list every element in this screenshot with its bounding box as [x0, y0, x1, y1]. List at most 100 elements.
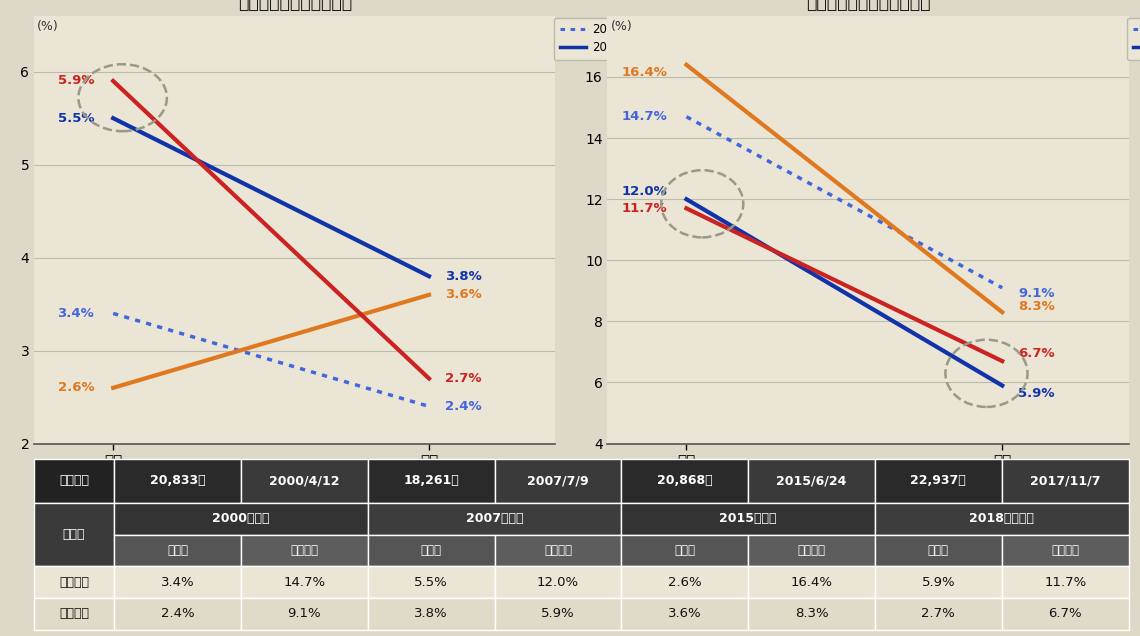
Title: 今期・来期の営業増益予想: 今期・来期の営業増益予想 — [806, 0, 930, 11]
Text: 売上高: 売上高 — [674, 544, 695, 557]
Text: 2007幟夏号: 2007幟夏号 — [466, 513, 523, 525]
Bar — [368, 598, 495, 630]
Bar — [1002, 566, 1129, 598]
Bar — [495, 459, 621, 503]
Bar — [1002, 459, 1129, 503]
Bar — [114, 459, 241, 503]
Bar — [748, 566, 876, 598]
Text: 3.4%: 3.4% — [161, 576, 194, 589]
Text: 14.7%: 14.7% — [621, 110, 667, 123]
Bar — [1002, 598, 1129, 630]
Bar — [114, 566, 241, 598]
Text: 22,937円: 22,937円 — [911, 474, 967, 487]
Bar — [876, 503, 1129, 535]
Text: 6.7%: 6.7% — [1018, 347, 1054, 360]
Text: 3.8%: 3.8% — [414, 607, 448, 620]
Text: 2000幟夏号: 2000幟夏号 — [212, 513, 270, 525]
Text: (%): (%) — [38, 20, 59, 33]
Text: 6.7%: 6.7% — [1049, 607, 1082, 620]
Bar — [748, 598, 876, 630]
Bar — [114, 535, 241, 566]
Text: 20,868円: 20,868円 — [657, 474, 712, 487]
Text: 2.7%: 2.7% — [921, 607, 955, 620]
Bar — [368, 503, 621, 535]
Bar — [368, 566, 495, 598]
Legend: 2000幟夏号, 2007幟夏号, 2015幟秋号, 2018幟新春号: 2000幟夏号, 2007幟夏号, 2015幟秋号, 2018幟新春号 — [554, 18, 748, 60]
Bar — [241, 535, 368, 566]
Bar — [748, 535, 876, 566]
Text: 営業利益: 営業利益 — [544, 544, 572, 557]
Title: 今期・来期の増収率予想: 今期・来期の増収率予想 — [238, 0, 352, 11]
Text: (%): (%) — [611, 20, 633, 33]
Text: 2.6%: 2.6% — [58, 382, 95, 394]
Bar — [876, 535, 1002, 566]
Text: 3.6%: 3.6% — [668, 607, 701, 620]
Text: 営業利益: 営業利益 — [798, 544, 825, 557]
Text: 5.5%: 5.5% — [58, 112, 95, 125]
Bar — [241, 459, 368, 503]
Text: 2017/11/7: 2017/11/7 — [1029, 474, 1100, 487]
Bar — [495, 566, 621, 598]
Text: 今期予想: 今期予想 — [59, 576, 89, 589]
Text: 売上高: 売上高 — [166, 544, 188, 557]
Text: 2015/6/24: 2015/6/24 — [776, 474, 847, 487]
Text: 9.1%: 9.1% — [287, 607, 321, 620]
Text: 5.9%: 5.9% — [921, 576, 955, 589]
Text: 売上高: 売上高 — [928, 544, 948, 557]
Text: 11.7%: 11.7% — [621, 202, 667, 215]
Text: 2.4%: 2.4% — [445, 400, 481, 413]
Bar — [114, 503, 368, 535]
Text: 5.9%: 5.9% — [542, 607, 575, 620]
Bar — [621, 566, 748, 598]
Bar — [34, 459, 114, 503]
Bar — [34, 566, 114, 598]
Text: 来期予想: 来期予想 — [59, 607, 89, 620]
Text: 2007/7/9: 2007/7/9 — [527, 474, 588, 487]
Text: 16.4%: 16.4% — [790, 576, 832, 589]
Text: 3.4%: 3.4% — [57, 307, 95, 320]
Bar — [621, 535, 748, 566]
Text: 12.0%: 12.0% — [621, 185, 667, 198]
Text: 8.3%: 8.3% — [795, 607, 829, 620]
Bar — [241, 598, 368, 630]
Text: 5.5%: 5.5% — [414, 576, 448, 589]
Bar — [114, 598, 241, 630]
Legend: 2000幟夏号, 2007幟夏号, 2015幟秋号, 2018幟新春号: 2000幟夏号, 2007幟夏号, 2015幟秋号, 2018幟新春号 — [1127, 18, 1140, 60]
Text: 3.6%: 3.6% — [445, 288, 481, 301]
Text: 8.3%: 8.3% — [1018, 300, 1054, 313]
Text: 営業利益: 営業利益 — [291, 544, 318, 557]
Bar — [621, 459, 748, 503]
Bar — [621, 503, 876, 535]
Text: 5.9%: 5.9% — [58, 74, 95, 88]
Text: 2.7%: 2.7% — [445, 372, 481, 385]
Bar — [876, 566, 1002, 598]
Bar — [34, 598, 114, 630]
Bar — [495, 598, 621, 630]
Text: 2.6%: 2.6% — [668, 576, 701, 589]
Text: 14.7%: 14.7% — [283, 576, 325, 589]
Text: 18,261円: 18,261円 — [404, 474, 459, 487]
Bar — [876, 459, 1002, 503]
Text: 12.0%: 12.0% — [537, 576, 579, 589]
Text: 5.9%: 5.9% — [1018, 387, 1054, 399]
Bar — [241, 566, 368, 598]
Bar — [876, 598, 1002, 630]
Bar — [34, 503, 114, 566]
Text: 2000/4/12: 2000/4/12 — [269, 474, 340, 487]
Bar — [621, 598, 748, 630]
Text: 2.4%: 2.4% — [161, 607, 194, 620]
Bar — [1002, 535, 1129, 566]
Bar — [368, 459, 495, 503]
Text: 11.7%: 11.7% — [1044, 576, 1086, 589]
Text: 四季報: 四季報 — [63, 528, 86, 541]
Text: 9.1%: 9.1% — [1018, 287, 1054, 300]
Text: 16.4%: 16.4% — [621, 66, 667, 79]
Text: 20,833円: 20,833円 — [149, 474, 205, 487]
Bar — [748, 459, 876, 503]
Text: 営業利益: 営業利益 — [1051, 544, 1080, 557]
Text: 3.8%: 3.8% — [445, 270, 481, 283]
Bar — [368, 535, 495, 566]
Text: 2018幟新春号: 2018幟新春号 — [969, 513, 1034, 525]
Bar — [495, 535, 621, 566]
Text: 日経平均: 日経平均 — [59, 474, 89, 487]
